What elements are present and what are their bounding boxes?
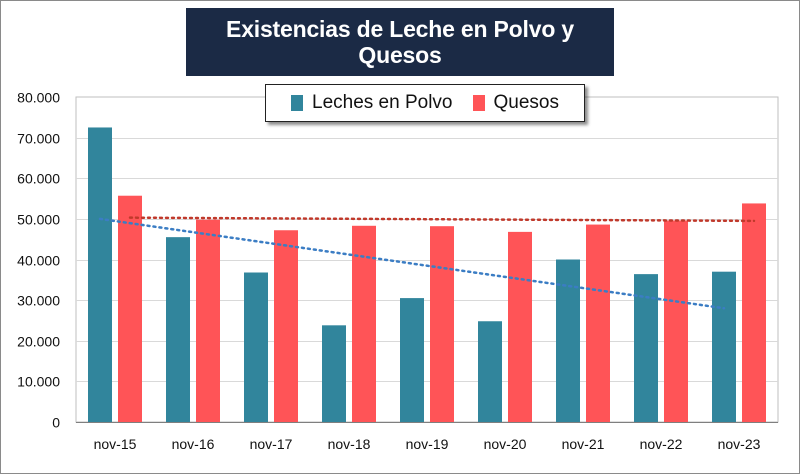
y-tick-label: 50.000 — [17, 212, 60, 228]
bar-leches — [88, 127, 112, 422]
y-tick-label: 10.000 — [17, 374, 60, 390]
x-tick-label: nov-15 — [94, 436, 137, 452]
bar-leches — [322, 325, 346, 422]
x-tick-label: nov-17 — [250, 436, 293, 452]
y-tick-label: 30.000 — [17, 293, 60, 309]
bar-leches — [244, 272, 268, 422]
bar-quesos — [196, 219, 220, 422]
x-tick-label: nov-18 — [328, 436, 371, 452]
trendlines — [98, 216, 756, 310]
bar-quesos — [508, 231, 532, 422]
bar-quesos — [742, 203, 766, 422]
bar-quesos — [430, 226, 454, 422]
legend-swatch-quesos — [472, 95, 485, 111]
y-tick-label: 0 — [52, 415, 60, 431]
y-tick-label: 40.000 — [17, 253, 60, 269]
legend-swatch-leches — [291, 95, 303, 111]
y-tick-label: 20.000 — [17, 334, 60, 350]
bars — [88, 127, 766, 422]
legend-item-quesos: Quesos — [472, 92, 559, 114]
bar-quesos — [274, 230, 298, 422]
x-tick-label: nov-16 — [172, 436, 215, 452]
trendline-leches — [98, 217, 726, 310]
legend-label-leches: Leches en Polvo — [312, 92, 453, 113]
chart-title: Existencias de Leche en Polvo y Quesos — [226, 16, 574, 68]
y-tick-label: 80.000 — [17, 90, 60, 106]
x-tick-label: nov-19 — [406, 436, 449, 452]
bar-leches — [712, 271, 736, 422]
bar-quesos — [118, 195, 142, 422]
y-tick-label: 60.000 — [17, 171, 60, 187]
x-tick-label: nov-20 — [484, 436, 527, 452]
bar-quesos — [586, 224, 610, 422]
bar-quesos — [352, 225, 376, 422]
bar-leches — [478, 321, 502, 422]
bar-leches — [400, 298, 424, 422]
legend: Leches en Polvo Quesos — [265, 84, 585, 122]
legend-item-leches: Leches en Polvo — [291, 92, 453, 114]
x-tick-label: nov-22 — [640, 436, 683, 452]
legend-label-quesos: Quesos — [493, 92, 559, 113]
axes: 0 10.000 20.000 30.000 40.000 50.000 60.000 70.… — [17, 90, 778, 452]
chart-title-box: Existencias de Leche en Polvo y Quesos -… — [186, 8, 614, 95]
trendline-quesos — [128, 216, 756, 223]
x-tick-label: nov-23 — [718, 436, 761, 452]
y-tick-label: 70.000 — [17, 131, 60, 147]
bar-leches — [166, 237, 190, 422]
bar-quesos — [664, 220, 688, 422]
x-tick-label: nov-21 — [562, 436, 605, 452]
